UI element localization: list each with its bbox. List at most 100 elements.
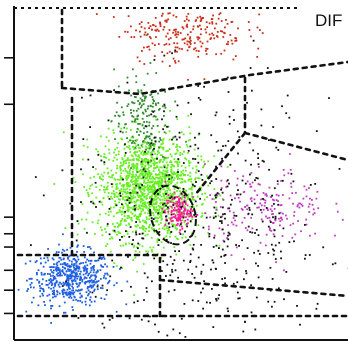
scatter-point xyxy=(90,284,92,287)
scatter-point xyxy=(128,89,130,92)
scatter-point xyxy=(146,143,148,145)
scatter-point xyxy=(204,192,207,195)
scatter-point xyxy=(213,188,216,190)
scatter-point xyxy=(149,161,152,164)
scatter-point xyxy=(71,279,74,282)
scatter-point xyxy=(292,180,295,183)
scatter-point xyxy=(77,299,79,302)
scatter-point xyxy=(107,181,109,184)
scatter-point xyxy=(133,215,136,217)
scatter-point xyxy=(121,267,123,269)
scatter-point xyxy=(176,206,179,208)
scatter-point xyxy=(176,104,179,107)
scatter-point xyxy=(175,36,178,39)
scatter-point xyxy=(180,181,182,184)
scatter-point xyxy=(94,181,97,184)
scatter-point xyxy=(188,198,191,200)
scatter-point xyxy=(152,246,155,249)
scatter-point xyxy=(61,289,64,292)
scatter-point xyxy=(250,284,252,287)
scatter-point xyxy=(148,191,151,194)
scatter-point xyxy=(152,189,155,192)
scatter-point xyxy=(138,196,140,198)
scatter-point xyxy=(67,279,70,282)
scatter-point xyxy=(293,214,295,217)
scatter-point xyxy=(69,202,72,205)
scatter-point xyxy=(200,272,203,275)
scatter-point xyxy=(105,293,108,296)
scatter-point xyxy=(96,288,99,291)
scatter-point xyxy=(173,192,176,195)
scatter-point xyxy=(46,294,49,297)
scatter-point xyxy=(150,196,153,199)
scatter-point xyxy=(308,187,310,189)
scatter-point xyxy=(193,214,196,216)
scatter-point xyxy=(69,288,71,290)
scatter-point xyxy=(136,56,139,59)
scatter-point xyxy=(281,179,284,182)
scatter-point xyxy=(138,218,140,221)
scatter-point xyxy=(128,188,131,191)
scatter-point xyxy=(85,297,87,300)
scatter-point xyxy=(163,228,166,230)
scatter-point xyxy=(107,139,110,142)
scatter-point xyxy=(171,176,173,179)
scatter-point xyxy=(116,233,118,236)
scatter-point xyxy=(166,227,168,229)
scatter-point xyxy=(69,293,72,296)
scatter-point xyxy=(129,199,132,201)
scatter-point xyxy=(201,193,204,195)
scatter-point xyxy=(126,215,129,217)
scatter-point xyxy=(141,245,144,248)
scatter-point xyxy=(277,194,280,197)
scatter-point xyxy=(269,221,272,223)
scatter-point xyxy=(123,144,126,147)
scatter-point xyxy=(256,177,259,180)
scatter-point xyxy=(277,203,280,206)
scatter-point xyxy=(101,284,104,287)
scatter-point xyxy=(252,39,255,42)
scatter-point xyxy=(164,90,167,93)
scatter-point xyxy=(107,192,110,194)
scatter-point xyxy=(97,150,99,153)
scatter-point xyxy=(235,37,237,40)
scatter-point xyxy=(103,275,106,277)
scatter-point xyxy=(217,193,220,195)
scatter-point xyxy=(143,141,146,144)
scatter-point xyxy=(175,205,178,207)
scatter-point xyxy=(199,98,202,101)
scatter-point xyxy=(184,209,187,212)
scatter-point xyxy=(166,225,168,228)
scatter-point xyxy=(192,205,194,208)
scatter-point xyxy=(230,39,233,42)
scatter-point xyxy=(125,175,128,178)
scatter-point xyxy=(133,183,136,185)
scatter-point xyxy=(174,215,177,218)
scatter-point xyxy=(288,116,291,119)
scatter-point xyxy=(166,201,169,204)
scatter-point xyxy=(140,182,142,185)
scatter-point xyxy=(156,125,159,127)
scatter-point xyxy=(92,267,95,270)
scatter-point xyxy=(305,223,308,226)
scatter-point xyxy=(134,250,137,253)
scatter-point xyxy=(86,231,88,234)
scatter-point xyxy=(172,179,175,181)
scatter-point xyxy=(147,212,149,215)
scatter-point xyxy=(173,209,175,211)
scatter-point xyxy=(153,146,156,148)
scatter-point xyxy=(215,206,218,209)
scatter-point xyxy=(262,208,265,211)
scatter-point xyxy=(150,164,152,167)
scatter-point xyxy=(40,262,42,265)
scatter-point xyxy=(113,229,116,232)
scatter-point xyxy=(148,204,151,207)
scatter-point xyxy=(161,207,164,210)
scatter-point xyxy=(229,203,232,206)
scatter-point xyxy=(197,133,200,136)
scatter-point xyxy=(194,200,197,203)
scatter-point xyxy=(172,216,175,218)
scatter-point xyxy=(149,197,151,199)
scatter-point xyxy=(26,290,29,292)
scatter-point xyxy=(86,280,88,283)
